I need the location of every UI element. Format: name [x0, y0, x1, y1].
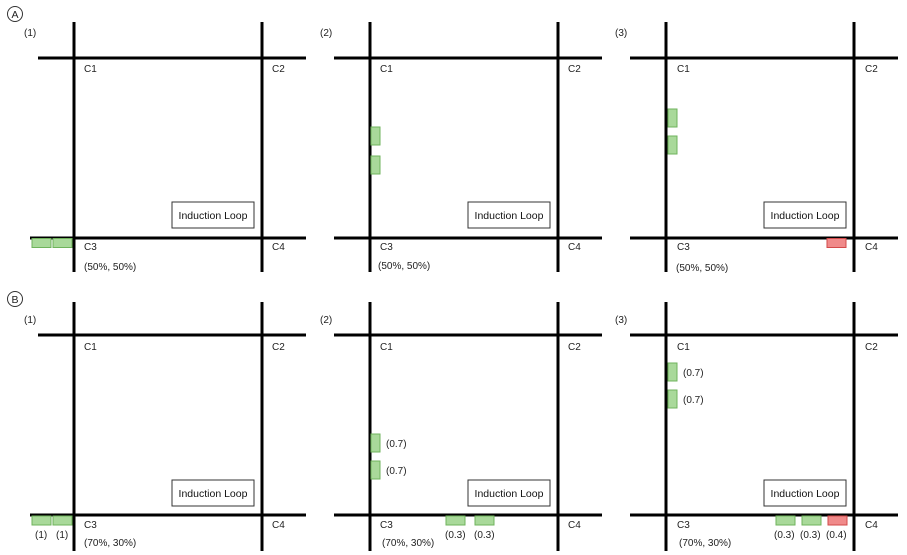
- corner-c2: C2: [272, 64, 285, 75]
- corner-c1: C1: [84, 64, 97, 75]
- car-green: [52, 238, 73, 248]
- corner-c1: C1: [380, 64, 393, 75]
- split-ratio: (50%, 50%): [378, 261, 430, 272]
- car-green: [474, 515, 495, 526]
- car-weight-label: (0.3): [474, 530, 495, 541]
- panel-number: (3): [615, 315, 627, 326]
- corner-c3: C3: [677, 520, 690, 531]
- split-ratio: (70%, 30%): [84, 538, 136, 549]
- car-red: [826, 238, 847, 248]
- car-green: [667, 389, 678, 409]
- split-ratio: (70%, 30%): [679, 538, 731, 549]
- section-b-label: B: [11, 294, 18, 306]
- corner-c3: C3: [380, 242, 393, 253]
- car-weight-label: (0.3): [800, 530, 821, 541]
- induction-loop-box: [467, 479, 551, 507]
- panel-number: (2): [320, 28, 332, 39]
- panel-b3: (3) C1 C2 C3 C4 (70%, 30%) Induction Loo…: [615, 302, 898, 551]
- corner-c4: C4: [568, 242, 581, 253]
- corner-c4: C4: [272, 520, 285, 531]
- split-ratio: (50%, 50%): [676, 263, 728, 274]
- panel-a2: (2) C1 C2 C3 C4 (50%, 50%) Induction Loo…: [320, 22, 602, 272]
- car-red: [827, 515, 848, 526]
- car-weight-label: (0.7): [386, 466, 407, 477]
- corner-c2: C2: [568, 342, 581, 353]
- corner-c3: C3: [84, 242, 97, 253]
- car-green: [31, 238, 52, 248]
- induction-loop-box: [171, 479, 255, 507]
- car-weight-label: (0.7): [683, 368, 704, 379]
- panel-number: (1): [24, 315, 36, 326]
- car-green: [31, 515, 52, 526]
- panel-b2: (2) C1 C2 C3 C4 (70%, 30%) Induction Loo…: [320, 302, 602, 551]
- corner-c2: C2: [272, 342, 285, 353]
- induction-loop-label: Induction Loop: [475, 488, 544, 500]
- induction-loop-box: [171, 201, 255, 229]
- corner-c3: C3: [380, 520, 393, 531]
- car-weight-label: (0.3): [774, 530, 795, 541]
- induction-loop-box: [763, 201, 847, 229]
- car-green: [445, 515, 466, 526]
- car-weight-label: (0.7): [386, 439, 407, 450]
- car-green: [370, 433, 381, 453]
- car-green: [667, 108, 678, 128]
- car-weight-label: (1): [56, 530, 68, 541]
- induction-loop-box: [763, 479, 847, 507]
- induction-loop-box: [467, 201, 551, 229]
- panel-number: (1): [24, 28, 36, 39]
- car-weight-label: (0.3): [445, 530, 466, 541]
- corner-c2: C2: [568, 64, 581, 75]
- car-green: [667, 362, 678, 382]
- car-green: [370, 126, 381, 146]
- car-green: [370, 460, 381, 480]
- corner-c4: C4: [865, 242, 878, 253]
- section-b-marker: B: [7, 291, 23, 307]
- car-weight-label: (1): [35, 530, 47, 541]
- induction-loop-label: Induction Loop: [771, 210, 840, 222]
- split-ratio: (70%, 30%): [382, 538, 434, 549]
- split-ratio: (50%, 50%): [84, 262, 136, 273]
- corner-c3: C3: [677, 242, 690, 253]
- panel-a3: (3) C1 C2 C3 C4 (50%, 50%) Induction Loo…: [615, 22, 898, 274]
- corner-c1: C1: [677, 64, 690, 75]
- induction-loop-label: Induction Loop: [179, 488, 248, 500]
- panel-a1: (1) C1 C2 C3 C4 (50%, 50%) Induction Loo…: [24, 22, 306, 273]
- corner-c3: C3: [84, 520, 97, 531]
- car-green: [667, 135, 678, 155]
- car-green: [801, 515, 822, 526]
- corner-c4: C4: [568, 520, 581, 531]
- corner-c4: C4: [272, 242, 285, 253]
- corner-c1: C1: [84, 342, 97, 353]
- corner-c4: C4: [865, 520, 878, 531]
- corner-c1: C1: [677, 342, 690, 353]
- car-weight-label: (0.4): [826, 530, 847, 541]
- section-a-label: A: [11, 9, 18, 21]
- induction-loop-label: Induction Loop: [475, 210, 544, 222]
- section-a-marker: A: [7, 6, 23, 22]
- car-green: [370, 155, 381, 175]
- panel-number: (2): [320, 315, 332, 326]
- car-green: [775, 515, 796, 526]
- induction-loop-label: Induction Loop: [771, 488, 840, 500]
- panel-b1: (1) C1 C2 C3 C4 (70%, 30%) Induction Loo…: [24, 302, 306, 551]
- car-green: [52, 515, 73, 526]
- corner-c2: C2: [865, 342, 878, 353]
- panel-number: (3): [615, 28, 627, 39]
- induction-loop-label: Induction Loop: [179, 210, 248, 222]
- corner-c2: C2: [865, 64, 878, 75]
- car-weight-label: (0.7): [683, 395, 704, 406]
- corner-c1: C1: [380, 342, 393, 353]
